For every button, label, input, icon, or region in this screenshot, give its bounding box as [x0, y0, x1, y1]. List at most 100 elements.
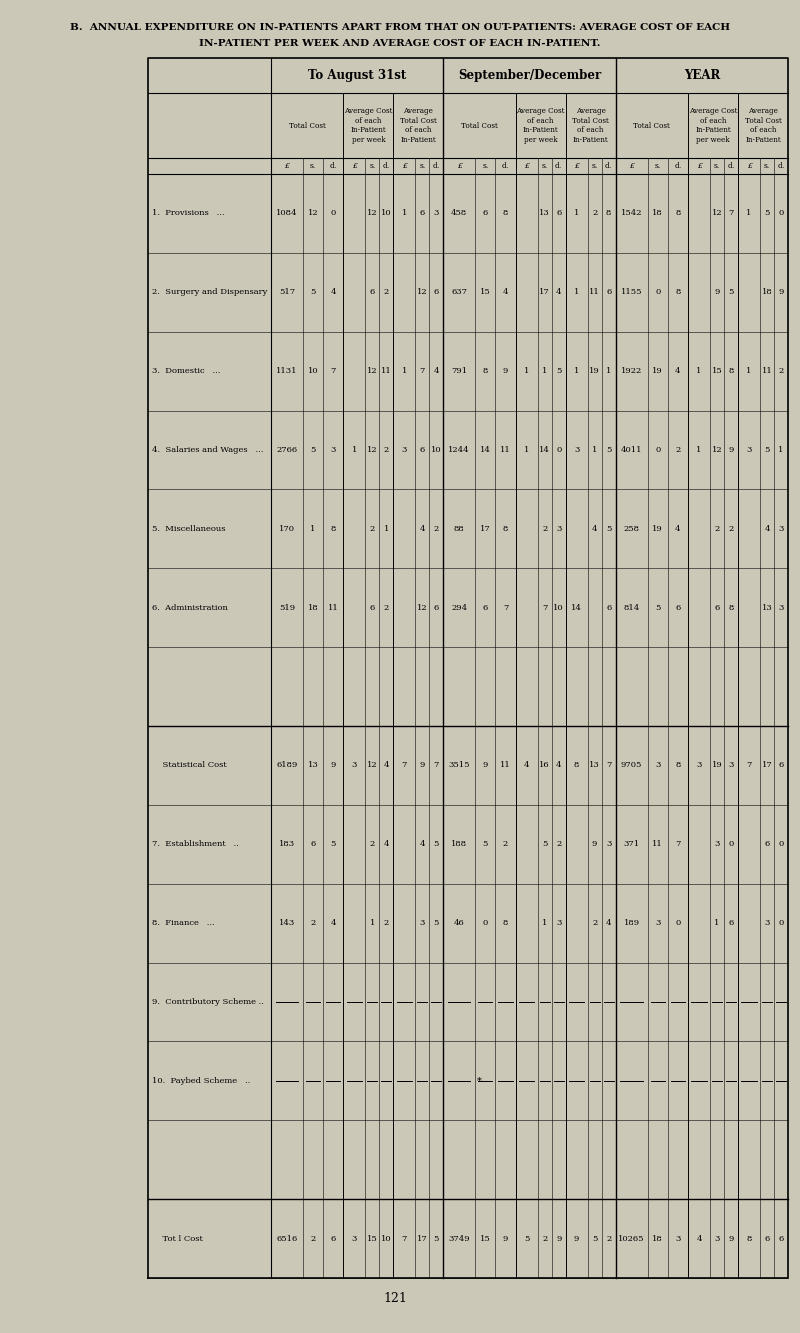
Text: 0: 0	[655, 288, 660, 296]
Text: 294: 294	[451, 604, 467, 612]
Text: 6: 6	[606, 604, 611, 612]
Text: 3: 3	[655, 761, 660, 769]
Text: 1: 1	[524, 447, 530, 455]
Text: 6: 6	[434, 288, 439, 296]
Text: 2: 2	[542, 525, 547, 533]
Text: 11: 11	[762, 367, 772, 375]
Text: 3: 3	[402, 447, 407, 455]
Text: 2: 2	[714, 525, 720, 533]
Text: 143: 143	[278, 920, 295, 928]
Text: IN-PATIENT PER WEEK AND AVERAGE COST OF EACH IN-PATIENT.: IN-PATIENT PER WEEK AND AVERAGE COST OF …	[199, 39, 601, 48]
Text: 1: 1	[778, 447, 784, 455]
Text: 2: 2	[592, 209, 598, 217]
Text: £: £	[352, 163, 357, 171]
Text: 4.  Salaries and Wages   ...: 4. Salaries and Wages ...	[152, 447, 263, 455]
Text: 8: 8	[482, 367, 488, 375]
Text: 7: 7	[503, 604, 508, 612]
Text: 2: 2	[675, 447, 681, 455]
Text: 8.  Finance   ...: 8. Finance ...	[152, 920, 214, 928]
Text: 9: 9	[556, 1234, 562, 1242]
Text: 7: 7	[330, 367, 336, 375]
Text: 2: 2	[542, 1234, 547, 1242]
Text: £: £	[746, 163, 751, 171]
Text: 0: 0	[778, 920, 784, 928]
Text: 6: 6	[764, 840, 770, 848]
Text: 9705: 9705	[621, 761, 642, 769]
Text: 4: 4	[556, 761, 562, 769]
Text: d.: d.	[674, 163, 682, 171]
Text: 3: 3	[420, 920, 425, 928]
Text: 14: 14	[480, 447, 490, 455]
Text: 46: 46	[454, 920, 465, 928]
Text: 6: 6	[714, 604, 720, 612]
Text: 7: 7	[728, 209, 734, 217]
Text: 19: 19	[712, 761, 722, 769]
Text: 2: 2	[384, 447, 389, 455]
Text: 6189: 6189	[276, 761, 298, 769]
Text: 7: 7	[675, 840, 681, 848]
Text: To August 31st: To August 31st	[308, 69, 406, 83]
Text: 7: 7	[402, 761, 407, 769]
Text: 14: 14	[571, 604, 582, 612]
Text: 0: 0	[729, 840, 734, 848]
Text: 4011: 4011	[621, 447, 642, 455]
Text: 5.  Miscellaneous: 5. Miscellaneous	[152, 525, 226, 533]
Text: d.: d.	[778, 163, 785, 171]
Text: 2766: 2766	[276, 447, 298, 455]
Text: 17: 17	[539, 288, 550, 296]
Text: 11: 11	[590, 288, 600, 296]
Text: Average
Total Cost
of each
In-Patient: Average Total Cost of each In-Patient	[745, 107, 782, 144]
Text: 3: 3	[556, 920, 562, 928]
Text: 9: 9	[728, 1234, 734, 1242]
Text: 2: 2	[592, 920, 598, 928]
Text: 6516: 6516	[276, 1234, 298, 1242]
Text: 19: 19	[590, 367, 600, 375]
Text: 637: 637	[451, 288, 467, 296]
Text: 170: 170	[279, 525, 295, 533]
Text: 9: 9	[728, 447, 734, 455]
Text: 8: 8	[728, 367, 734, 375]
Text: 12: 12	[308, 209, 318, 217]
Text: 5: 5	[606, 525, 611, 533]
Text: d.: d.	[727, 163, 734, 171]
Text: 11: 11	[500, 447, 511, 455]
Text: 0: 0	[778, 209, 784, 217]
Text: 8: 8	[503, 920, 508, 928]
Text: 1: 1	[696, 447, 702, 455]
Text: 4: 4	[675, 525, 681, 533]
Text: 13: 13	[762, 604, 772, 612]
Text: 4: 4	[592, 525, 598, 533]
Text: £: £	[285, 163, 290, 171]
Text: 4: 4	[675, 367, 681, 375]
Text: 6: 6	[420, 209, 425, 217]
Text: 10: 10	[554, 604, 564, 612]
Text: 12: 12	[417, 604, 428, 612]
Text: 8: 8	[728, 604, 734, 612]
Text: 519: 519	[279, 604, 295, 612]
Text: 4: 4	[556, 288, 562, 296]
Text: £: £	[402, 163, 406, 171]
Text: 2: 2	[370, 840, 375, 848]
Text: 3.  Domestic   ...: 3. Domestic ...	[152, 367, 220, 375]
Text: 10: 10	[431, 447, 442, 455]
Text: 8: 8	[574, 761, 579, 769]
Text: 1: 1	[352, 447, 357, 455]
Text: 1: 1	[714, 920, 720, 928]
Text: 8: 8	[675, 288, 681, 296]
Text: 1: 1	[592, 447, 598, 455]
Text: 371: 371	[623, 840, 640, 848]
Text: 3749: 3749	[449, 1234, 470, 1242]
Text: 3: 3	[434, 209, 439, 217]
Text: 1: 1	[310, 525, 316, 533]
Text: 2: 2	[310, 920, 316, 928]
Text: 1: 1	[402, 209, 407, 217]
Text: 5: 5	[764, 447, 770, 455]
Text: Average Cost
of each
In-Patient
per week: Average Cost of each In-Patient per week	[689, 107, 738, 144]
Text: 3: 3	[696, 761, 702, 769]
Text: 12: 12	[712, 447, 722, 455]
Text: 5: 5	[524, 1234, 530, 1242]
Text: 6: 6	[370, 604, 375, 612]
Text: 11: 11	[328, 604, 338, 612]
Text: 2: 2	[778, 367, 784, 375]
Text: s.: s.	[654, 163, 661, 171]
